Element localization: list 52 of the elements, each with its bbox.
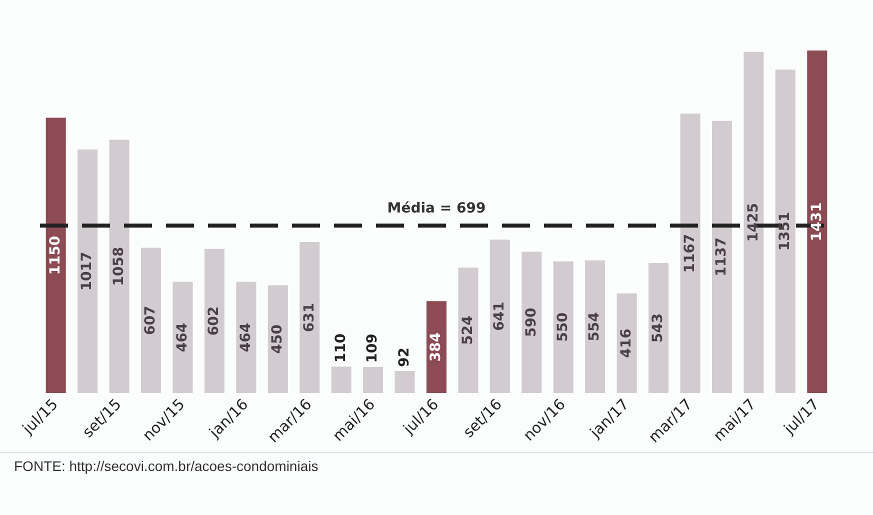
bar <box>680 114 700 394</box>
data-label: 641 <box>492 302 508 331</box>
data-label: 384 <box>428 332 444 362</box>
bar <box>268 285 288 394</box>
data-label: 1058 <box>110 246 127 286</box>
data-label: 109 <box>364 334 381 363</box>
bar <box>553 261 574 394</box>
data-label: 464 <box>174 322 190 352</box>
data-label: 524 <box>460 315 476 345</box>
bar <box>331 366 352 394</box>
data-label: 92 <box>396 348 412 367</box>
bar <box>46 118 66 394</box>
bar <box>300 242 320 394</box>
bar <box>585 260 606 394</box>
data-label: 1137 <box>714 237 730 276</box>
bar <box>394 370 415 394</box>
data-label: 1150 <box>48 236 64 275</box>
bar <box>522 252 542 394</box>
data-label: 416 <box>618 328 634 358</box>
data-label: 607 <box>142 306 159 335</box>
data-label: 1167 <box>682 234 698 273</box>
bar <box>648 263 669 394</box>
data-label: 550 <box>555 312 572 342</box>
data-label: 631 <box>301 302 318 332</box>
bar <box>744 52 764 394</box>
data-label: 543 <box>650 313 666 343</box>
bar <box>458 268 478 394</box>
data-label: 450 <box>270 324 286 354</box>
data-label: 602 <box>206 306 222 336</box>
bar <box>712 120 732 394</box>
bar <box>490 240 510 394</box>
bar <box>616 293 637 394</box>
bar <box>363 366 384 394</box>
data-label: 464 <box>238 322 254 352</box>
bar <box>775 70 796 394</box>
data-label: 1431 <box>808 202 825 242</box>
bar <box>78 150 98 394</box>
data-label: 590 <box>523 308 540 338</box>
data-label: 1017 <box>79 252 96 291</box>
data-label: 1351 <box>777 212 794 251</box>
source-note: FONTE: http://secovi.com.br/acoes-condominiais <box>14 458 318 474</box>
data-label: 110 <box>332 333 349 363</box>
data-label: 1425 <box>745 202 762 242</box>
bar <box>172 282 193 394</box>
data-label: 554 <box>586 312 603 342</box>
bar <box>807 50 828 394</box>
bar <box>141 248 162 394</box>
bar <box>236 282 256 394</box>
ref-line-label: Média = 699 <box>387 200 486 216</box>
bar <box>109 140 130 394</box>
bar <box>204 248 224 394</box>
bar <box>426 301 446 394</box>
